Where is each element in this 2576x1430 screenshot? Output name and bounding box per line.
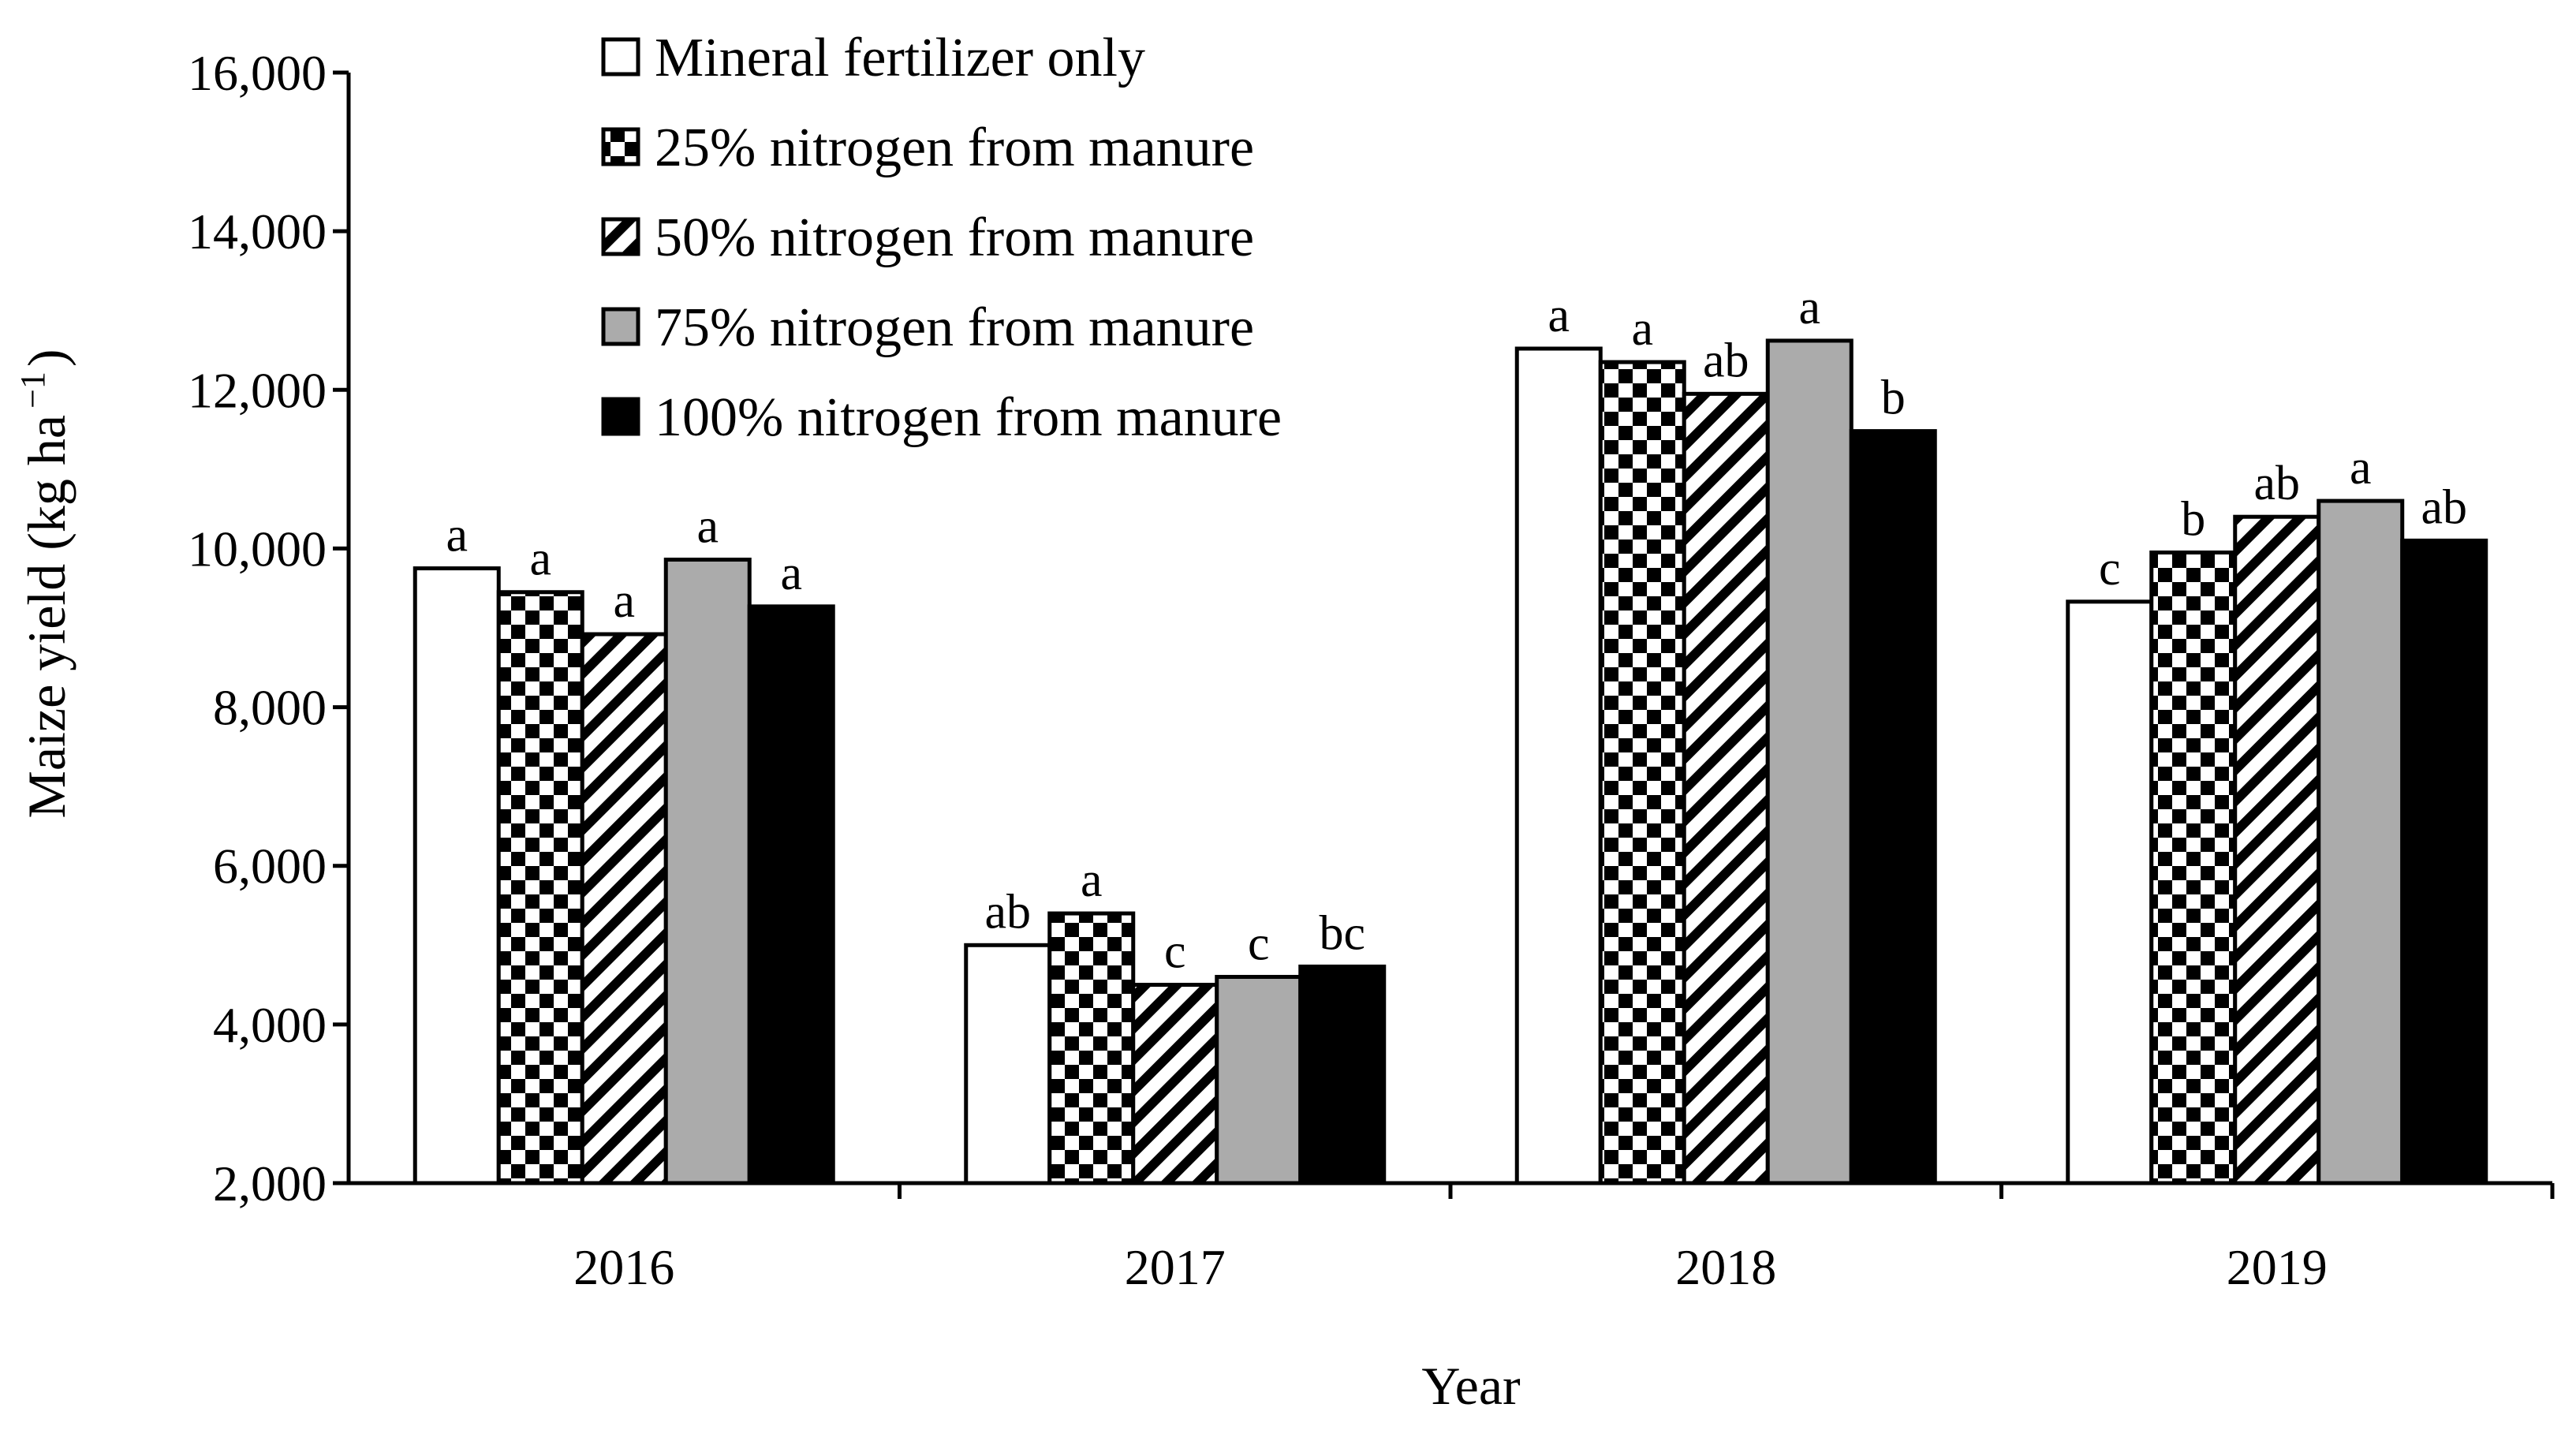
y-ticks: 2,000 4,000 6,000 8,000 10,000 12,000 14,000 16… <box>188 45 349 1212</box>
y-tick-label: 14,000 <box>188 203 327 259</box>
bar <box>1131 983 1219 1185</box>
bar <box>1298 964 1387 1185</box>
significance-label: ab <box>2253 457 2300 510</box>
significance-label: ab <box>2421 480 2467 534</box>
x-ticks <box>898 1183 2555 1199</box>
significance-label: a <box>1547 289 1570 342</box>
significance-label: a <box>2350 441 2372 495</box>
legend-label: 100% nitrogen from manure <box>655 387 1282 448</box>
bar <box>1514 346 1603 1185</box>
significance-label: a <box>696 500 719 554</box>
legend-swatch <box>601 397 640 436</box>
significance-label: c <box>2099 542 2121 596</box>
bar <box>964 943 1052 1185</box>
bar <box>1849 429 1937 1185</box>
significance-label: a <box>446 509 468 562</box>
legend: Mineral fertilizer only 25% nitrogen from… <box>601 28 1282 448</box>
bar <box>580 632 668 1185</box>
legend-label: 25% nitrogen from manure <box>655 118 1254 178</box>
x-tick-labels: 2016 2017 2018 2019 <box>573 1239 2328 1295</box>
bar <box>2317 498 2405 1185</box>
x-tick-label: 2017 <box>1125 1239 1226 1295</box>
bar <box>663 558 752 1185</box>
legend-label: Mineral fertilizer only <box>655 28 1145 88</box>
significance-label: b <box>2181 492 2205 546</box>
y-tick-label: 8,000 <box>213 680 327 736</box>
legend-swatch <box>601 127 640 166</box>
significance-label: c <box>1164 925 1186 979</box>
significance-label: c <box>1248 917 1270 971</box>
significance-label: a <box>529 532 551 586</box>
y-axis-title-main: Maize yield (kg ha <box>17 415 77 819</box>
significance-label: a <box>780 547 802 600</box>
x-tick-label: 2019 <box>2227 1239 2328 1295</box>
x-axis-title: Year <box>1421 1356 1521 1416</box>
bar <box>2400 538 2488 1185</box>
significance-label: bc <box>1319 906 1365 960</box>
bar <box>496 590 584 1185</box>
y-tick-label: 6,000 <box>213 838 327 894</box>
bar <box>413 566 501 1185</box>
legend-swatch <box>601 37 640 77</box>
legend-swatch <box>601 217 640 256</box>
bar <box>2233 514 2321 1185</box>
bar <box>1215 975 1303 1185</box>
significance-label: a <box>1798 281 1820 334</box>
y-tick-label: 2,000 <box>213 1156 327 1212</box>
bar <box>747 604 835 1185</box>
x-tick-label: 2016 <box>573 1239 674 1295</box>
bar <box>1598 360 1686 1185</box>
bar <box>1765 338 1854 1185</box>
y-tick-label: 4,000 <box>213 997 327 1053</box>
significance-label: a <box>1631 302 1653 356</box>
bar <box>2149 550 2238 1185</box>
significance-label: a <box>1081 853 1103 907</box>
significance-label: a <box>613 574 635 628</box>
bars <box>413 338 2488 1185</box>
x-tick-label: 2018 <box>1675 1239 1776 1295</box>
legend-label: 75% nitrogen from manure <box>655 297 1254 358</box>
y-tick-label: 12,000 <box>188 362 327 418</box>
legend-swatch <box>601 307 640 346</box>
y-axis-title-sup: −1 <box>13 372 52 409</box>
bar <box>2066 599 2154 1185</box>
bar <box>1047 911 1136 1185</box>
significance-label: ab <box>984 885 1031 939</box>
y-tick-label: 16,000 <box>188 45 327 101</box>
significance-label: b <box>1881 372 1906 425</box>
axes: 2,000 4,000 6,000 8,000 10,000 12,000 14,000 16… <box>188 45 2555 1212</box>
y-axis-title-close: ) <box>17 349 77 367</box>
legend-label: 50% nitrogen from manure <box>655 207 1254 268</box>
y-axis-title: Maize yield (kg ha −1) <box>13 349 77 818</box>
y-tick-label: 10,000 <box>188 521 327 577</box>
significance-label: ab <box>1703 334 1749 387</box>
bar <box>1682 391 1770 1185</box>
